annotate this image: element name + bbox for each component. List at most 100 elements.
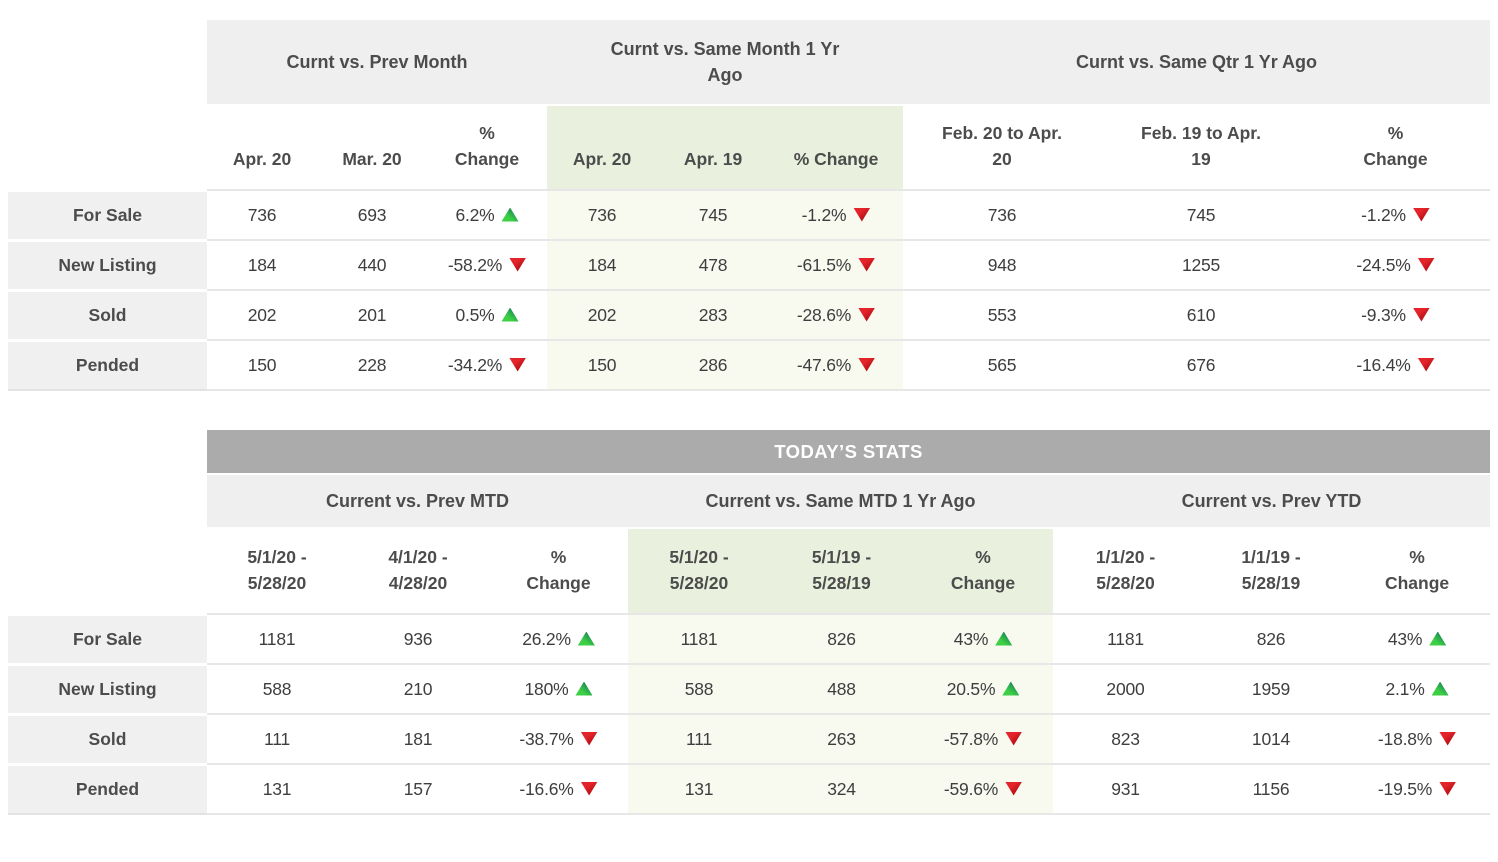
trend-down-icon bbox=[1412, 207, 1430, 222]
pct-change-cell: -34.2% bbox=[427, 339, 547, 391]
row-label: For Sale bbox=[8, 188, 207, 240]
trend-down-icon bbox=[858, 357, 876, 372]
trend-up-icon bbox=[575, 681, 593, 696]
trend-down-icon bbox=[1005, 781, 1023, 796]
pct-value: -1.2% bbox=[1361, 204, 1406, 225]
col-header: 5/1/20 - 5/28/20 bbox=[628, 528, 770, 614]
data-cell: 201 bbox=[317, 289, 427, 340]
column-header-row: Apr. 20 Mar. 20 % Change Apr. 20 Apr. 19… bbox=[8, 105, 1491, 190]
group-header-same-mtd-1yr: Current vs. Same MTD 1 Yr Ago bbox=[628, 474, 1053, 529]
row-label: Sold bbox=[8, 712, 207, 764]
trend-down-icon bbox=[1412, 307, 1430, 322]
table-row-sold: Sold 202 201 0.5% 202 283 -28.6% 553 610… bbox=[8, 288, 1491, 340]
data-cell: 181 bbox=[347, 713, 489, 764]
data-cell: 1156 bbox=[1198, 763, 1344, 815]
data-cell: 588 bbox=[207, 663, 347, 714]
data-cell: 610 bbox=[1101, 289, 1302, 340]
pct-change-cell: -59.6% bbox=[913, 763, 1053, 815]
data-cell: 1959 bbox=[1198, 663, 1344, 714]
data-cell: 931 bbox=[1053, 763, 1198, 815]
col-header: % Change bbox=[489, 528, 628, 614]
trend-down-icon bbox=[1417, 357, 1435, 372]
pct-change-cell: 20.5% bbox=[913, 663, 1053, 714]
row-label: Pended bbox=[8, 762, 207, 815]
table-row-new-listing: New Listing 588 210 180% 588 488 20.5% 2… bbox=[8, 662, 1491, 714]
data-cell: 184 bbox=[207, 239, 317, 290]
trend-up-icon bbox=[1429, 631, 1447, 646]
data-cell: 1181 bbox=[1053, 613, 1198, 664]
label-column-spacer bbox=[8, 528, 207, 614]
data-cell: 736 bbox=[903, 189, 1102, 240]
data-cell: 826 bbox=[1198, 613, 1344, 664]
col-header: Feb. 19 to Apr. 19 bbox=[1101, 105, 1302, 190]
data-cell: 736 bbox=[547, 189, 657, 240]
pct-value: -28.6% bbox=[796, 304, 852, 325]
trend-up-icon bbox=[577, 631, 595, 646]
label-column-spacer bbox=[8, 474, 207, 528]
pct-change-cell: -38.7% bbox=[489, 713, 628, 764]
pct-change-cell: -1.2% bbox=[769, 189, 904, 240]
group-header-row: Curnt vs. Prev Month Curnt vs. Same Mont… bbox=[8, 20, 1491, 106]
data-cell: 283 bbox=[657, 289, 769, 340]
col-header: Apr. 20 bbox=[207, 105, 317, 190]
group-header-prev-mtd: Current vs. Prev MTD bbox=[207, 474, 628, 529]
col-header: Mar. 20 bbox=[317, 105, 427, 190]
pct-value: -59.6% bbox=[943, 778, 999, 799]
pct-value: 0.5% bbox=[455, 304, 495, 325]
pct-value: -16.6% bbox=[519, 778, 574, 799]
pct-value: 20.5% bbox=[946, 678, 996, 699]
data-cell: 948 bbox=[903, 239, 1102, 290]
row-label: New Listing bbox=[8, 662, 207, 714]
table-row-pended: Pended 150 228 -34.2% 150 286 -47.6% 565… bbox=[8, 338, 1491, 391]
pct-change-cell: -58.2% bbox=[427, 239, 547, 290]
row-label: For Sale bbox=[8, 612, 207, 664]
data-cell: 588 bbox=[628, 663, 770, 714]
group-header-prev-ytd: Current vs. Prev YTD bbox=[1053, 474, 1491, 529]
label-column-spacer bbox=[8, 20, 207, 105]
pct-change-cell: -18.8% bbox=[1344, 713, 1491, 764]
table-row-pended: Pended 131 157 -16.6% 131 324 -59.6% 931… bbox=[8, 762, 1491, 815]
trend-down-icon bbox=[509, 257, 527, 272]
pct-change-cell: -19.5% bbox=[1344, 763, 1491, 815]
col-header: % Change bbox=[1301, 105, 1491, 190]
group-header-prev-month: Curnt vs. Prev Month bbox=[207, 20, 547, 106]
todays-stats-title: TODAY’S STATS bbox=[207, 430, 1491, 475]
data-cell: 263 bbox=[770, 713, 913, 764]
data-cell: 745 bbox=[657, 189, 769, 240]
data-cell: 131 bbox=[628, 763, 770, 815]
data-cell: 565 bbox=[903, 339, 1102, 391]
col-header: 5/1/19 - 5/28/19 bbox=[770, 528, 913, 614]
trend-down-icon bbox=[1417, 257, 1435, 272]
trend-down-icon bbox=[1439, 731, 1457, 746]
col-header: % Change bbox=[1344, 528, 1491, 614]
data-cell: 478 bbox=[657, 239, 769, 290]
group-header-row: Current vs. Prev MTD Current vs. Same MT… bbox=[8, 474, 1491, 529]
data-cell: 2000 bbox=[1053, 663, 1198, 714]
col-header: % Change bbox=[913, 528, 1053, 614]
pct-value: -24.5% bbox=[1356, 254, 1411, 275]
row-label: Pended bbox=[8, 338, 207, 391]
data-cell: 286 bbox=[657, 339, 769, 391]
data-cell: 1255 bbox=[1101, 239, 1302, 290]
trend-up-icon bbox=[1002, 681, 1020, 696]
data-cell: 826 bbox=[770, 613, 913, 664]
data-cell: 823 bbox=[1053, 713, 1198, 764]
trend-up-icon bbox=[995, 631, 1013, 646]
group-header-same-qtr-1yr: Curnt vs. Same Qtr 1 Yr Ago bbox=[903, 20, 1491, 106]
table-row-for-sale: For Sale 736 693 6.2% 736 745 -1.2% 736 … bbox=[8, 188, 1491, 240]
pct-value: -9.3% bbox=[1361, 304, 1406, 325]
pct-change-cell: 26.2% bbox=[489, 613, 628, 664]
data-cell: 440 bbox=[317, 239, 427, 290]
label-column-spacer bbox=[8, 430, 207, 474]
trend-down-icon bbox=[509, 357, 527, 372]
column-header-row: 5/1/20 - 5/28/20 4/1/20 - 4/28/20 % Chan… bbox=[8, 528, 1491, 614]
pct-change-cell: 180% bbox=[489, 663, 628, 714]
col-header: % Change bbox=[769, 105, 904, 190]
data-cell: 488 bbox=[770, 663, 913, 714]
pct-value: 2.1% bbox=[1385, 678, 1425, 699]
col-header: Apr. 19 bbox=[657, 105, 769, 190]
col-header: 1/1/20 - 5/28/20 bbox=[1053, 528, 1198, 614]
pct-change-cell: -61.5% bbox=[769, 239, 904, 290]
data-cell: 1014 bbox=[1198, 713, 1344, 764]
pct-change-cell: -16.6% bbox=[489, 763, 628, 815]
